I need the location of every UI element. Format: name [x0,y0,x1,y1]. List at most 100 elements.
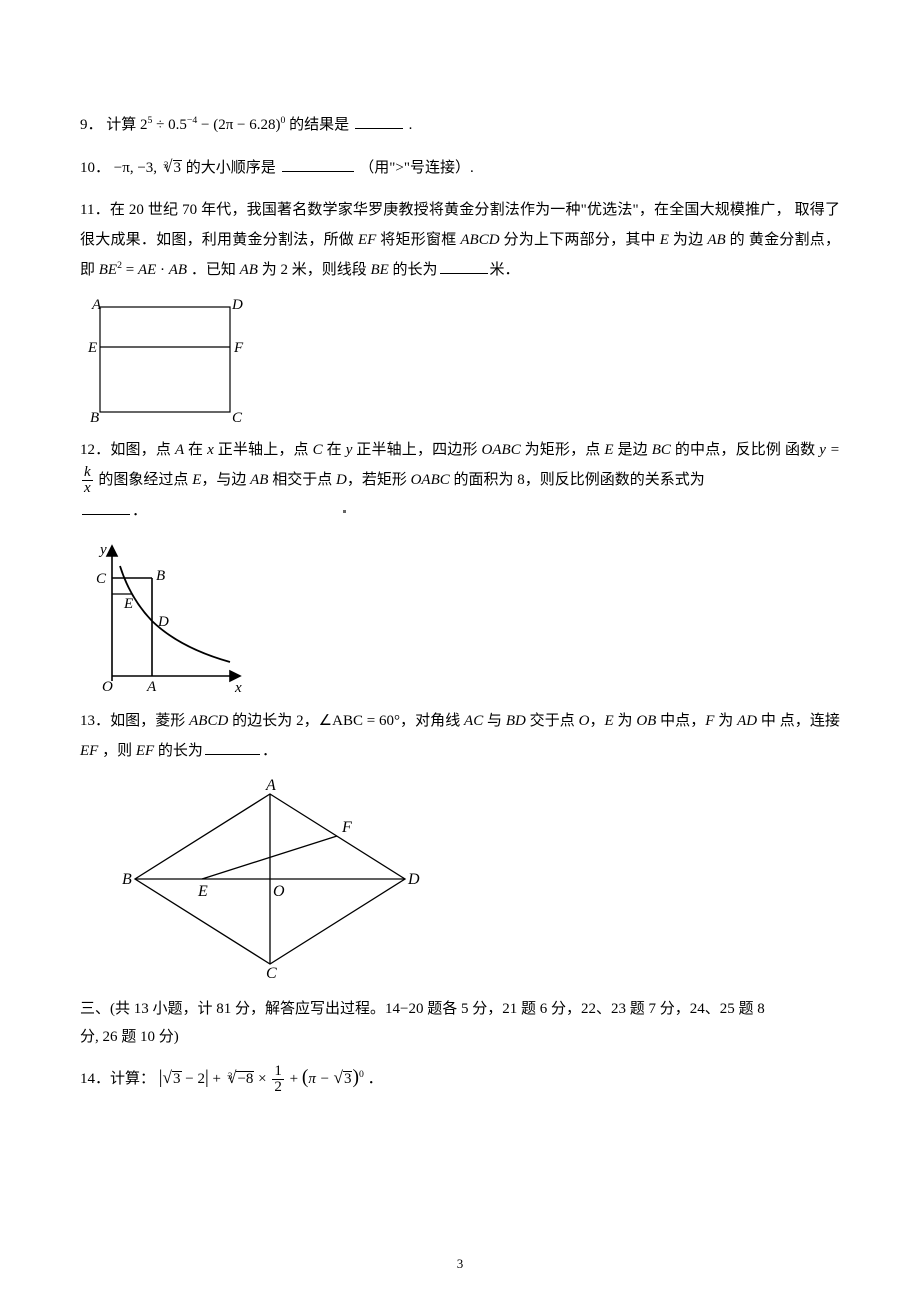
q9-c-exp: 0 [281,115,286,126]
q14-sqrt2: √3 [333,1061,352,1096]
q12-t8: 的中点，反比例 [671,442,781,458]
q13-EF: EF [80,743,98,759]
q12-OABC: OABC [482,442,521,458]
q12-func-lhs: y = [819,442,840,458]
q14-sqrt1: √3 [163,1061,182,1096]
q11-eq-l: BE [99,262,117,278]
q13-ABCD: ABCD [189,713,228,729]
q13-AD: AD [737,713,757,729]
q11-eq-r1: AE [138,262,156,278]
q13-tail: ． [262,743,277,759]
q13-t1: 如图，菱形 [110,713,189,729]
sec3-b: 分, 26 题 10 分) [80,1029,179,1045]
q13-t4: 与 [483,713,506,729]
q10-post: 的大小顺序是 [186,160,276,176]
q12-A: A [175,442,184,458]
q11-eq: BE2 = AE · AB [99,262,187,278]
q12-D: D [336,472,347,488]
q11-fig-B: B [90,410,99,425]
q14-expr: |√3 − 2| + 3√−8 × 12 + (π − √3)0 [159,1071,368,1087]
q11-e: E [660,232,669,248]
q9-c: 2π − 6.28 [218,117,275,133]
q13-number: 13． [80,713,110,729]
q13-t9: 为 [714,713,737,729]
q12-C: C [313,442,323,458]
q14-exp0: 0 [359,1069,364,1080]
q10-b: −3 [137,160,153,176]
q14-pre: 计算： [110,1071,155,1087]
q13-t13: 的长为 [154,743,203,759]
question-13: 13．如图，菱形 ABCD 的边长为 2，∠ABC = 60°，对角线 AC 与… [80,706,840,766]
page-number: 3 [0,1256,920,1272]
q12-tail: ． [132,503,147,519]
q11-blank [440,259,488,274]
q13-t10: 中 [757,713,776,729]
q13-t7: 为 [614,713,637,729]
q9-b-exp: −4 [187,115,197,126]
q13-t3: ，对角线 [400,713,464,729]
q12-AB: AB [250,472,268,488]
q11-fig-E: E [87,340,97,356]
q9-number: 9． [80,117,103,133]
q14-inner: π − [308,1071,333,1087]
q12-fig-E: E [123,596,133,612]
q11-unit: 米． [490,262,520,278]
q13-fig-F: F [341,819,352,836]
q14-fd: 2 [272,1079,284,1095]
q13-t11: 点，连接 [780,713,840,729]
q11-eq-mid: = [122,262,138,278]
q11-fig-A: A [91,297,102,313]
q9-tail: . [409,117,413,133]
q10-cbrt-idx: 3 [164,160,169,170]
q9-op1: ÷ [152,117,168,133]
q12-t4: 在 [323,442,346,458]
q11-svg: A D E F B C [80,295,250,425]
q9-a: 2 [140,117,148,133]
q13-O: O [579,713,590,729]
q14-sqrt1b: 3 [172,1071,182,1087]
q13-fig-C: C [266,965,277,981]
q10-cbrt: 3√3 [161,150,182,185]
q11-ab: AB [707,232,725,248]
q12-fig-O: O [102,679,113,695]
q11-l2d: 为边 [669,232,707,248]
q12-t10: 的图象经过点 [95,472,193,488]
q13-t8: 中点， [656,713,705,729]
sec3-a: 三、(共 13 小题，计 81 分，解答应写出过程。14−20 题各 5 分，2… [80,1001,765,1017]
q10-items: −π, −3, 3√3 [114,160,186,176]
q11-abcd: ABCD [460,232,499,248]
q13-figure: A B C D O E F [80,776,840,981]
q12-fig-D: D [157,614,169,630]
q13-fig-O: O [273,883,285,900]
q12-fig-x: x [234,680,242,696]
q9-b: 0.5 [168,117,187,133]
q10-a: −π [114,160,130,176]
q14-cbrt-idx: 3 [228,1071,233,1081]
q12-fig-C: C [96,571,107,587]
center-marker [343,510,346,513]
q13-blank [205,740,260,755]
q13-t12: ，则 [98,743,136,759]
q12-x: x [207,442,214,458]
q12-t5: 正半轴上，四边形 [352,442,481,458]
q13-fig-A: A [265,777,276,794]
q11-fig-F: F [233,340,244,356]
q13-fig-E: E [197,883,208,900]
q13-t6: ， [589,713,604,729]
q10-blank [282,158,354,173]
q11-l3d: 的长为 [389,262,438,278]
q14-sqrt2b: 3 [343,1071,353,1087]
q14-fn: 1 [272,1064,284,1079]
q11-l3b: ．已知 [187,262,240,278]
q14-tail: ． [368,1071,383,1087]
q11-l2b: 将矩形窗框 [376,232,460,248]
q10-s2: , [153,160,161,176]
q11-l2e: 的 [726,232,745,248]
q12-figure: O A B C E D x y [80,536,840,696]
q11-l1: 在 20 世纪 70 年代，我国著名数学家华罗庚教授将黄金分割法作为一种"优选法… [110,202,791,218]
q13-t2: 的边长为 2， [228,713,318,729]
question-12: 12．如图，点 A 在 x 正半轴上，点 C 在 y 正半轴上，四边形 OABC… [80,435,840,526]
q11-number: 11． [80,202,110,218]
q13-OB: OB [636,713,656,729]
q12-fig-y: y [98,542,107,558]
